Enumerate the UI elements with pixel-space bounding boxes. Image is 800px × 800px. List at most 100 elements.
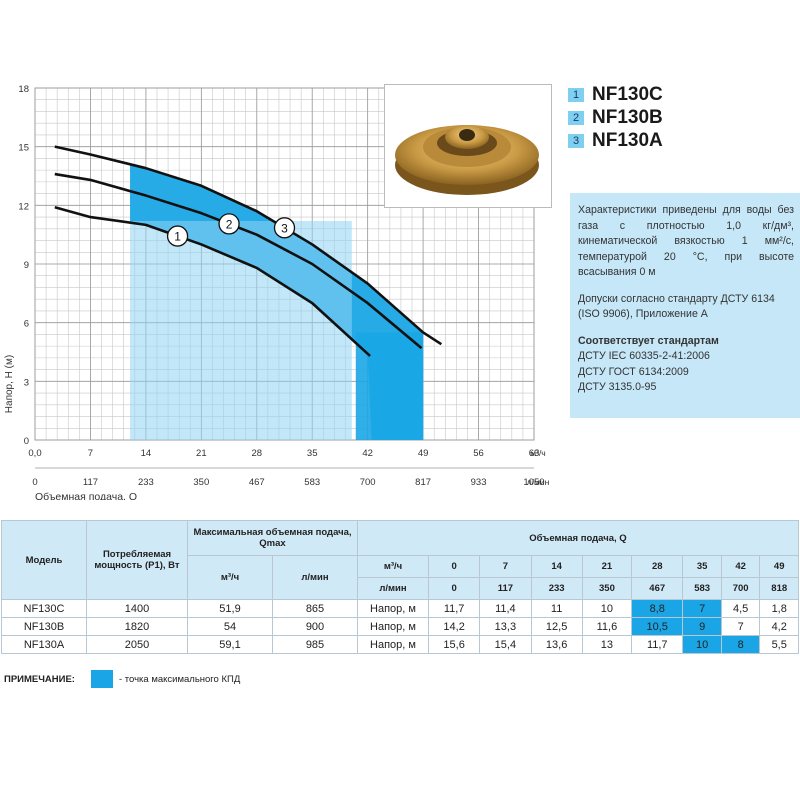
- y-tick-label: 12: [18, 201, 29, 212]
- y-tick-label: 3: [24, 377, 29, 388]
- th-model: Модель: [1, 520, 87, 600]
- th-flow-lmin: 0: [427, 577, 481, 600]
- x-tick-label-lmin: 817: [415, 477, 431, 488]
- legend-num: 1: [568, 87, 584, 102]
- th-flow-m3h: 7: [479, 555, 532, 578]
- legend-num: 2: [568, 110, 584, 125]
- pump-curves: 1 2 3: [54, 145, 443, 357]
- y-axis-label: Напор, Н (м): [4, 355, 15, 413]
- cell-head: 14,2: [427, 617, 481, 636]
- info-tolerances: Допуски согласно стандарту ДСТУ 6134 (IS…: [578, 292, 775, 321]
- table-row: NF130A 2050 59,1 985 Напор, м 15,6 15,4 …: [1, 635, 799, 654]
- efficiency-band-fill: [130, 220, 352, 440]
- impeller-photo: [384, 84, 552, 208]
- note-swatch: [90, 670, 113, 688]
- x-tick-label-m3h: 35: [307, 448, 318, 459]
- th-flow-m3h: 49: [759, 555, 799, 578]
- th-flow-m3h: 28: [631, 555, 684, 578]
- legend-item: 1 NF130C: [568, 83, 663, 106]
- chart-legend: 1 NF130C 2 NF130B 3 NF130A: [568, 83, 663, 152]
- info-box: Характеристики приведены для воды без га…: [570, 193, 800, 418]
- th-flow-lmin: 350: [581, 577, 633, 600]
- impeller-image: [395, 125, 539, 195]
- x-tick-label-lmin: 467: [249, 477, 265, 488]
- cell-head: 7: [720, 617, 761, 636]
- th-unit-lmin: л/мин: [357, 577, 429, 600]
- cell-qmax-lmin: 985: [272, 635, 358, 654]
- cell-head: 9: [682, 617, 722, 636]
- legend-num: 3: [568, 133, 584, 148]
- th-qmax: Максимальная объемная подача, Qmax: [187, 520, 358, 556]
- info-standards: Соответствует стандартам ДСТУ IEC 60335-…: [578, 334, 794, 396]
- x-tick-label-m3h: 56: [473, 448, 484, 459]
- x-tick-label-lmin: 233: [138, 477, 154, 488]
- info-standards-title: Соответствует стандартам: [578, 334, 719, 347]
- cell-head: 7: [682, 599, 722, 618]
- cell-head: 11,6: [581, 617, 633, 636]
- curve-NF130A: [54, 145, 443, 346]
- y-tick-label: 6: [24, 319, 29, 330]
- cell-head: 15,4: [479, 635, 532, 654]
- legend-name: NF130B: [592, 106, 663, 128]
- x-tick-label-m3h: 49: [418, 448, 429, 459]
- cell-head: 13,6: [530, 635, 583, 654]
- table-row: NF130C 1400 51,9 865 Напор, м 11,7 11,4 …: [1, 599, 799, 618]
- th-flow-m3h: 0: [427, 555, 481, 578]
- curve-label: 1: [174, 230, 181, 244]
- x-tick-label-m3h: 63: [529, 448, 540, 459]
- cell-head: 11: [530, 599, 583, 618]
- legend-item: 3 NF130A: [568, 129, 663, 152]
- table-row: NF130B 1820 54 900 Напор, м 14,2 13,3 12…: [1, 617, 799, 636]
- info-standards-list: ДСТУ IEC 60335-2-41:2006 ДСТУ ГОСТ 6134:…: [578, 350, 710, 393]
- note: ПРИМЕЧАНИЕ: - точка максимального КПД: [4, 670, 240, 688]
- x-tick-label-m3h: 0,0: [28, 448, 41, 459]
- th-flow-lmin: 818: [759, 577, 799, 600]
- info-conditions: Характеристики приведены для воды без га…: [578, 204, 794, 278]
- cell-head: 4,5: [720, 599, 761, 618]
- y-tick-label: 0: [24, 436, 29, 447]
- cell-head-label: Напор, м: [357, 635, 429, 654]
- x-unit-lmin: л/мин: [527, 477, 550, 487]
- cell-head: 11,4: [479, 599, 532, 618]
- curve-label-circle: [166, 225, 189, 247]
- cell-head: 10,5: [631, 617, 684, 636]
- x-unit-m3h: м³/ч: [530, 448, 545, 458]
- y-tick-label: 15: [18, 143, 29, 154]
- x-tick-label-m3h: 42: [362, 448, 373, 459]
- legend-item: 2 NF130B: [568, 106, 663, 129]
- cell-head: 12,5: [530, 617, 583, 636]
- th-power: Потребляемая мощность (P1), Вт: [86, 520, 188, 600]
- x-tick-label-m3h: 28: [251, 448, 262, 459]
- cell-qmax-m3h: 59,1: [187, 635, 273, 654]
- note-label: ПРИМЕЧАНИЕ:: [4, 673, 75, 685]
- cell-head: 8,8: [631, 599, 684, 618]
- th-flow-m3h: 21: [581, 555, 633, 578]
- cell-head: 13,3: [479, 617, 532, 636]
- th-flow-lmin: 117: [479, 577, 532, 600]
- curve-label-circle: [218, 213, 240, 235]
- cell-head-label: Напор, м: [357, 617, 429, 636]
- x-tick-label-lmin: 1050: [523, 477, 544, 488]
- cell-head: 13: [581, 635, 633, 654]
- cell-head: 10: [682, 635, 722, 654]
- cell-head-label: Напор, м: [357, 599, 429, 618]
- curve-label: 2: [226, 217, 233, 231]
- th-flow-lmin: 233: [530, 577, 583, 600]
- x-tick-label-lmin: 350: [193, 477, 209, 488]
- cell-model: NF130C: [1, 599, 87, 618]
- cell-qmax-m3h: 51,9: [187, 599, 273, 618]
- th-flow-m3h: 42: [720, 555, 761, 578]
- x-tick-label-m3h: 14: [141, 448, 152, 459]
- cell-head: 10: [581, 599, 633, 618]
- x-tick-label-m3h: 21: [196, 448, 207, 459]
- cell-head: 15,6: [427, 635, 481, 654]
- efficiency-band: [130, 164, 424, 440]
- efficiency-band-fill: [355, 332, 424, 440]
- cell-qmax-m3h: 54: [187, 617, 273, 636]
- cell-head: 11,7: [631, 635, 684, 654]
- cell-qmax-lmin: 900: [272, 617, 358, 636]
- cell-power: 1400: [86, 599, 188, 618]
- cell-head: 5,5: [759, 635, 799, 654]
- cell-power: 2050: [86, 635, 188, 654]
